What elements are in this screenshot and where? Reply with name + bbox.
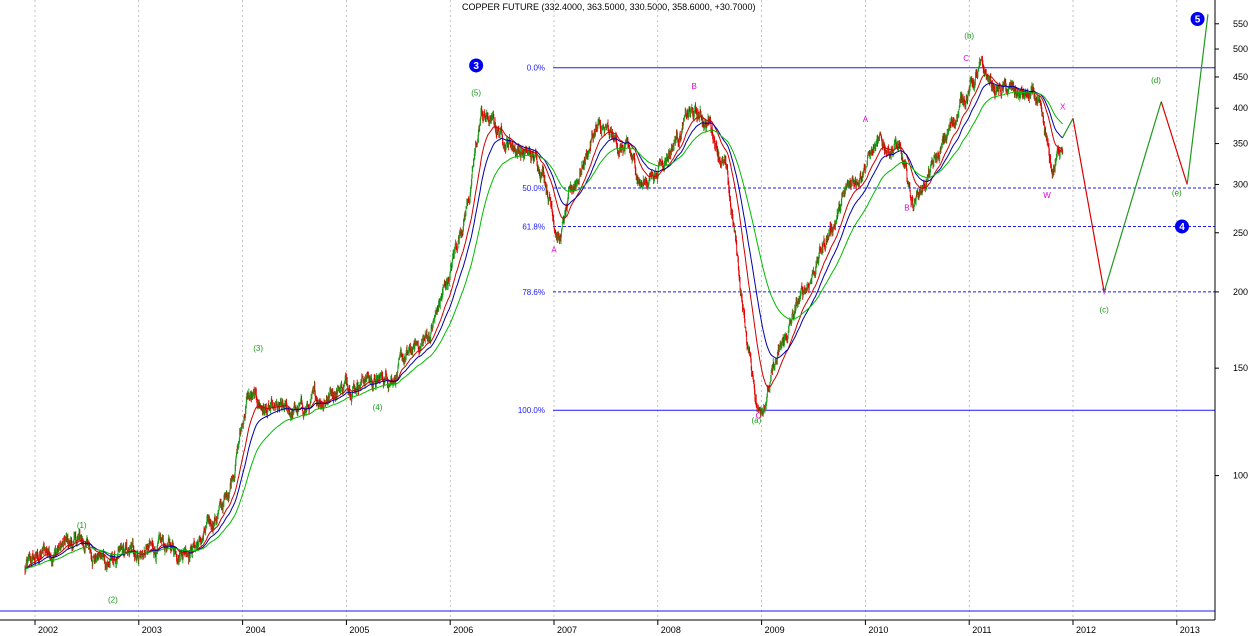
- fib-level-label: 61.8%: [522, 222, 545, 231]
- price-tick-label: 350: [1233, 139, 1248, 149]
- time-tick-label: 2010: [868, 625, 888, 635]
- wave-label: C: [756, 412, 762, 421]
- moving-average-long: [24, 91, 1063, 570]
- wave-badges: 3 4 5: [469, 12, 1205, 234]
- wave-label: (d): [1151, 76, 1161, 85]
- time-tick-label: 2011: [972, 625, 991, 635]
- vertical-gridlines: [34, 0, 1178, 620]
- price-tick-label: 500: [1233, 44, 1248, 54]
- projection-segment: [1062, 118, 1074, 138]
- moving-averages: [24, 74, 1063, 570]
- time-tick-label: 2005: [349, 625, 369, 635]
- wave-label: (c): [1099, 306, 1109, 315]
- wave-badge-label: 5: [1195, 15, 1201, 26]
- time-tick-label: 2012: [1076, 625, 1096, 635]
- wave-label: (a): [752, 416, 762, 425]
- price-tick-label: 300: [1233, 179, 1248, 189]
- wave-label: A: [863, 115, 869, 124]
- wave-badge-circle: [1190, 12, 1205, 27]
- wave-projection: [1062, 14, 1209, 293]
- wave-badge-label: 3: [473, 61, 479, 72]
- projection-segment: [1072, 118, 1105, 293]
- price-tick-label: 250: [1233, 228, 1248, 238]
- moving-average-short: [24, 74, 1063, 570]
- time-tick-label: 2006: [453, 625, 473, 635]
- time-tick-label: 2008: [661, 625, 681, 635]
- wave-label: (2): [108, 595, 118, 604]
- wave-badge: 3: [469, 58, 484, 73]
- fib-level-label: 100.0%: [518, 406, 545, 415]
- fib-level-label: 50.0%: [522, 184, 545, 193]
- wave-label: (3): [253, 344, 263, 353]
- wave-labels: (1) (2) (3) (4) (5) (a) (b) (c) (d) (e) A B C A B C X W Y: [77, 32, 1182, 605]
- wave-label: C: [963, 54, 969, 63]
- wave-label: Y: [1101, 288, 1107, 297]
- price-tick-label: 100: [1233, 471, 1248, 481]
- wave-badge-circle: [1174, 219, 1189, 234]
- price-tick-label: 450: [1233, 72, 1248, 82]
- wave-label: W: [1043, 191, 1051, 200]
- price-tick-label: 200: [1233, 287, 1248, 297]
- wave-label: A: [551, 246, 557, 255]
- wave-label: (5): [471, 88, 481, 97]
- wave-label: B: [691, 82, 696, 91]
- price-tick-label: 150: [1233, 363, 1248, 373]
- wave-label: (4): [373, 403, 383, 412]
- wave-badge: 5: [1190, 12, 1205, 27]
- price-candles: [24, 55, 1064, 575]
- wave-badge-label: 4: [1179, 222, 1185, 233]
- fib-level-label: 0.0%: [527, 64, 545, 73]
- wave-badge: 4: [1174, 219, 1189, 234]
- time-tick-label: 2007: [557, 625, 577, 635]
- wave-label: (b): [964, 32, 974, 41]
- projection-segment: [1186, 14, 1209, 185]
- wave-label: X: [1060, 103, 1066, 112]
- fib-level-label: 78.6%: [522, 288, 545, 297]
- wave-label: (e): [1172, 188, 1182, 197]
- wave-label: B: [904, 203, 909, 212]
- price-tick-label: 550: [1233, 19, 1248, 29]
- time-tick-label: 2003: [142, 625, 162, 635]
- time-tick-label: 2004: [246, 625, 266, 635]
- wave-badge-circle: [469, 58, 484, 73]
- chart-title: COPPER FUTURE (332.4000, 363.5000, 330.5…: [462, 2, 755, 12]
- price-tick-label: 400: [1233, 103, 1248, 113]
- projection-segment: [1103, 101, 1162, 293]
- time-tick-label: 2013: [1180, 625, 1200, 635]
- time-tick-label: 2009: [765, 625, 785, 635]
- price-axis: 550 500 450 400 350 300 250 200 150 100: [1214, 0, 1248, 620]
- projection-segment: [1160, 101, 1188, 185]
- wave-label: (1): [77, 521, 87, 530]
- time-tick-label: 2002: [38, 625, 58, 635]
- time-axis: 2002 2003 2004 2005 2006 2007 2008 2009 2010 2011…: [0, 619, 1215, 635]
